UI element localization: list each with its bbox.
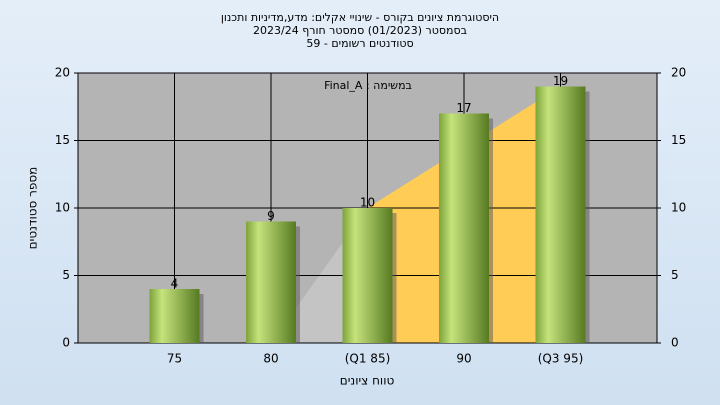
x-tick-label: (Q3 95): [538, 352, 584, 366]
x-tick-label: 75: [167, 352, 182, 366]
y-tick-label: 5: [62, 268, 70, 282]
bar: [342, 208, 393, 343]
bar: [439, 113, 489, 343]
x-tick-label: 90: [456, 352, 471, 366]
x-tick-label: 80: [263, 352, 278, 366]
y-tick-label: 15: [55, 133, 70, 147]
chart-title: היסטוגרמת ציונים בקורס - שינויי אקלים: מ…: [221, 11, 499, 24]
x-axis-label: טווח ציונים: [340, 374, 395, 388]
data-label: 10: [360, 196, 375, 210]
data-label: 9: [267, 209, 275, 223]
y2-tick-label: 10: [671, 201, 686, 215]
chart-subtitle: סטודנטים רשומים - 59: [306, 37, 413, 50]
y2-tick-label: 20: [671, 66, 686, 80]
bar: [535, 86, 586, 343]
data-label: 4: [171, 277, 179, 291]
y2-tick-label: 5: [671, 268, 679, 282]
data-label: 17: [456, 101, 471, 115]
y-tick-label: 20: [55, 66, 70, 80]
annotation: במשימה : Final_A: [324, 79, 412, 92]
bar: [149, 289, 200, 343]
y2-tick-label: 0: [671, 336, 679, 350]
y-tick-label: 0: [62, 336, 70, 350]
bar: [246, 221, 296, 343]
y-tick-label: 10: [55, 201, 70, 215]
y-axis-label: מספר סטודנטים: [26, 167, 40, 250]
x-tick-label: (Q1 85): [345, 352, 391, 366]
y2-tick-label: 15: [671, 133, 686, 147]
chart-subtitle: בסמסטר (01/2023) סמסטר חורף 2023/24: [253, 24, 467, 37]
data-label: 19: [553, 74, 568, 88]
